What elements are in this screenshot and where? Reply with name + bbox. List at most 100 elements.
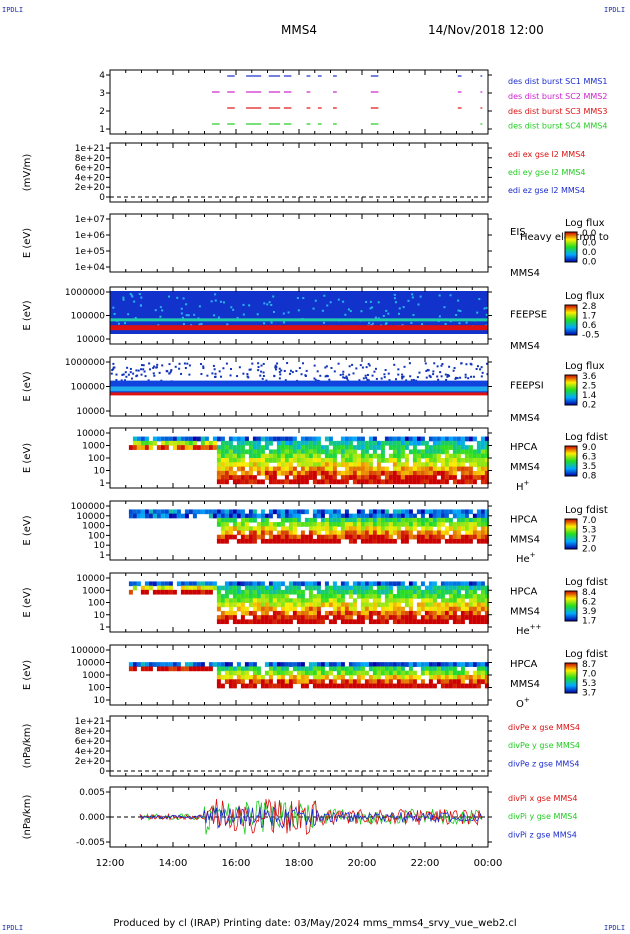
heat-cell [400,522,405,527]
heat-cell [184,513,189,519]
heat-cell [352,436,357,442]
heat-cell [388,662,393,667]
heat-cell [440,666,445,672]
heat-cell [480,445,485,450]
heat-cell [437,378,440,381]
heat-cell [268,522,273,527]
heat-cell [436,453,441,459]
heat-cell [372,534,377,540]
heat-cell [452,470,457,476]
heat-cell [344,522,349,527]
heat-cell [376,602,381,608]
heat-cell [320,470,325,476]
x-tick-label: 22:00 [411,858,440,869]
heat-cell [388,538,393,544]
heat-cell [384,589,389,595]
heat-cell [452,619,457,625]
heat-cell [432,538,437,544]
heat-cell [188,509,193,515]
heat-cell [368,470,373,476]
heat-cell [272,619,277,625]
heat-cell [346,377,349,380]
heat-cell [400,440,405,446]
heat-cell [420,470,425,476]
heat-cell [228,610,233,616]
heat-cell [372,453,377,459]
heat-cell [396,619,401,625]
heat-cell [296,445,301,450]
heat-cell [460,440,465,446]
heat-cell [460,362,463,365]
heat-cell [121,373,124,376]
heat-cell [252,594,257,599]
heat-cell [428,589,433,595]
heat-cell [440,610,445,616]
heat-cell [136,513,141,519]
heat-cell [380,479,385,485]
heavy-label: Heavy electron to [520,232,609,243]
heat-cell [264,670,269,676]
heat-cell [444,373,447,376]
heat-cell [384,594,389,599]
heat-cell [460,675,465,680]
heat-cell [276,479,281,485]
heat-cell [224,462,229,468]
heat-cell [248,526,253,531]
heat-cell [244,581,249,587]
legend-label: des dist burst SC3 MMS3 [508,107,607,116]
heat-cell [312,470,317,476]
heat-cell [428,479,433,485]
heat-cell [416,538,421,544]
heat-cell [352,513,357,519]
heat-cell [337,362,340,365]
heat-cell [360,470,365,476]
heat-cell [192,662,197,667]
heat-cell [448,585,453,591]
heat-cell [432,453,437,459]
heat-cell [472,462,477,468]
heat-cell [412,675,417,680]
heat-cell [308,589,313,595]
heat-cell [336,675,341,680]
heat-cell [436,602,441,608]
heat-cell [188,662,193,667]
heat-cell [252,445,257,450]
heat-cell [324,449,329,455]
heat-cell [248,368,251,371]
heat-cell [396,679,401,685]
heat-cell [476,594,481,599]
heat-cell [344,589,349,595]
heat-cell [392,513,397,519]
heat-cell [186,362,189,365]
heat-cell [400,581,405,587]
heat-cell [280,436,285,442]
heat-cell [268,598,273,603]
heat-cell [136,374,139,377]
heat-cell [464,373,467,376]
heat-cell [344,462,349,468]
heat-cell [208,589,213,595]
heat-cell [384,513,389,519]
heat-cell [268,436,273,442]
heat-cell [184,436,189,442]
heat-cell [428,466,433,472]
colorbar-tick: 0.0 [582,248,597,258]
heat-cell [312,453,317,459]
heat-cell [220,534,225,540]
heat-cell [232,445,237,450]
heat-cell [440,449,445,455]
heat-cell [392,675,397,680]
heat-cell [208,585,213,591]
heat-cell [440,458,445,463]
heat-cell [316,679,321,685]
heat-cell [296,598,301,603]
heat-cell [268,530,273,536]
heat-cell [424,445,429,450]
heat-cell [425,369,428,372]
heat-cell [131,295,134,298]
heat-cell [220,509,225,515]
heat-cell [266,303,269,306]
heat-cell [244,470,249,476]
colorbar-tick: 0.0 [582,239,597,249]
heat-cell [216,509,221,515]
